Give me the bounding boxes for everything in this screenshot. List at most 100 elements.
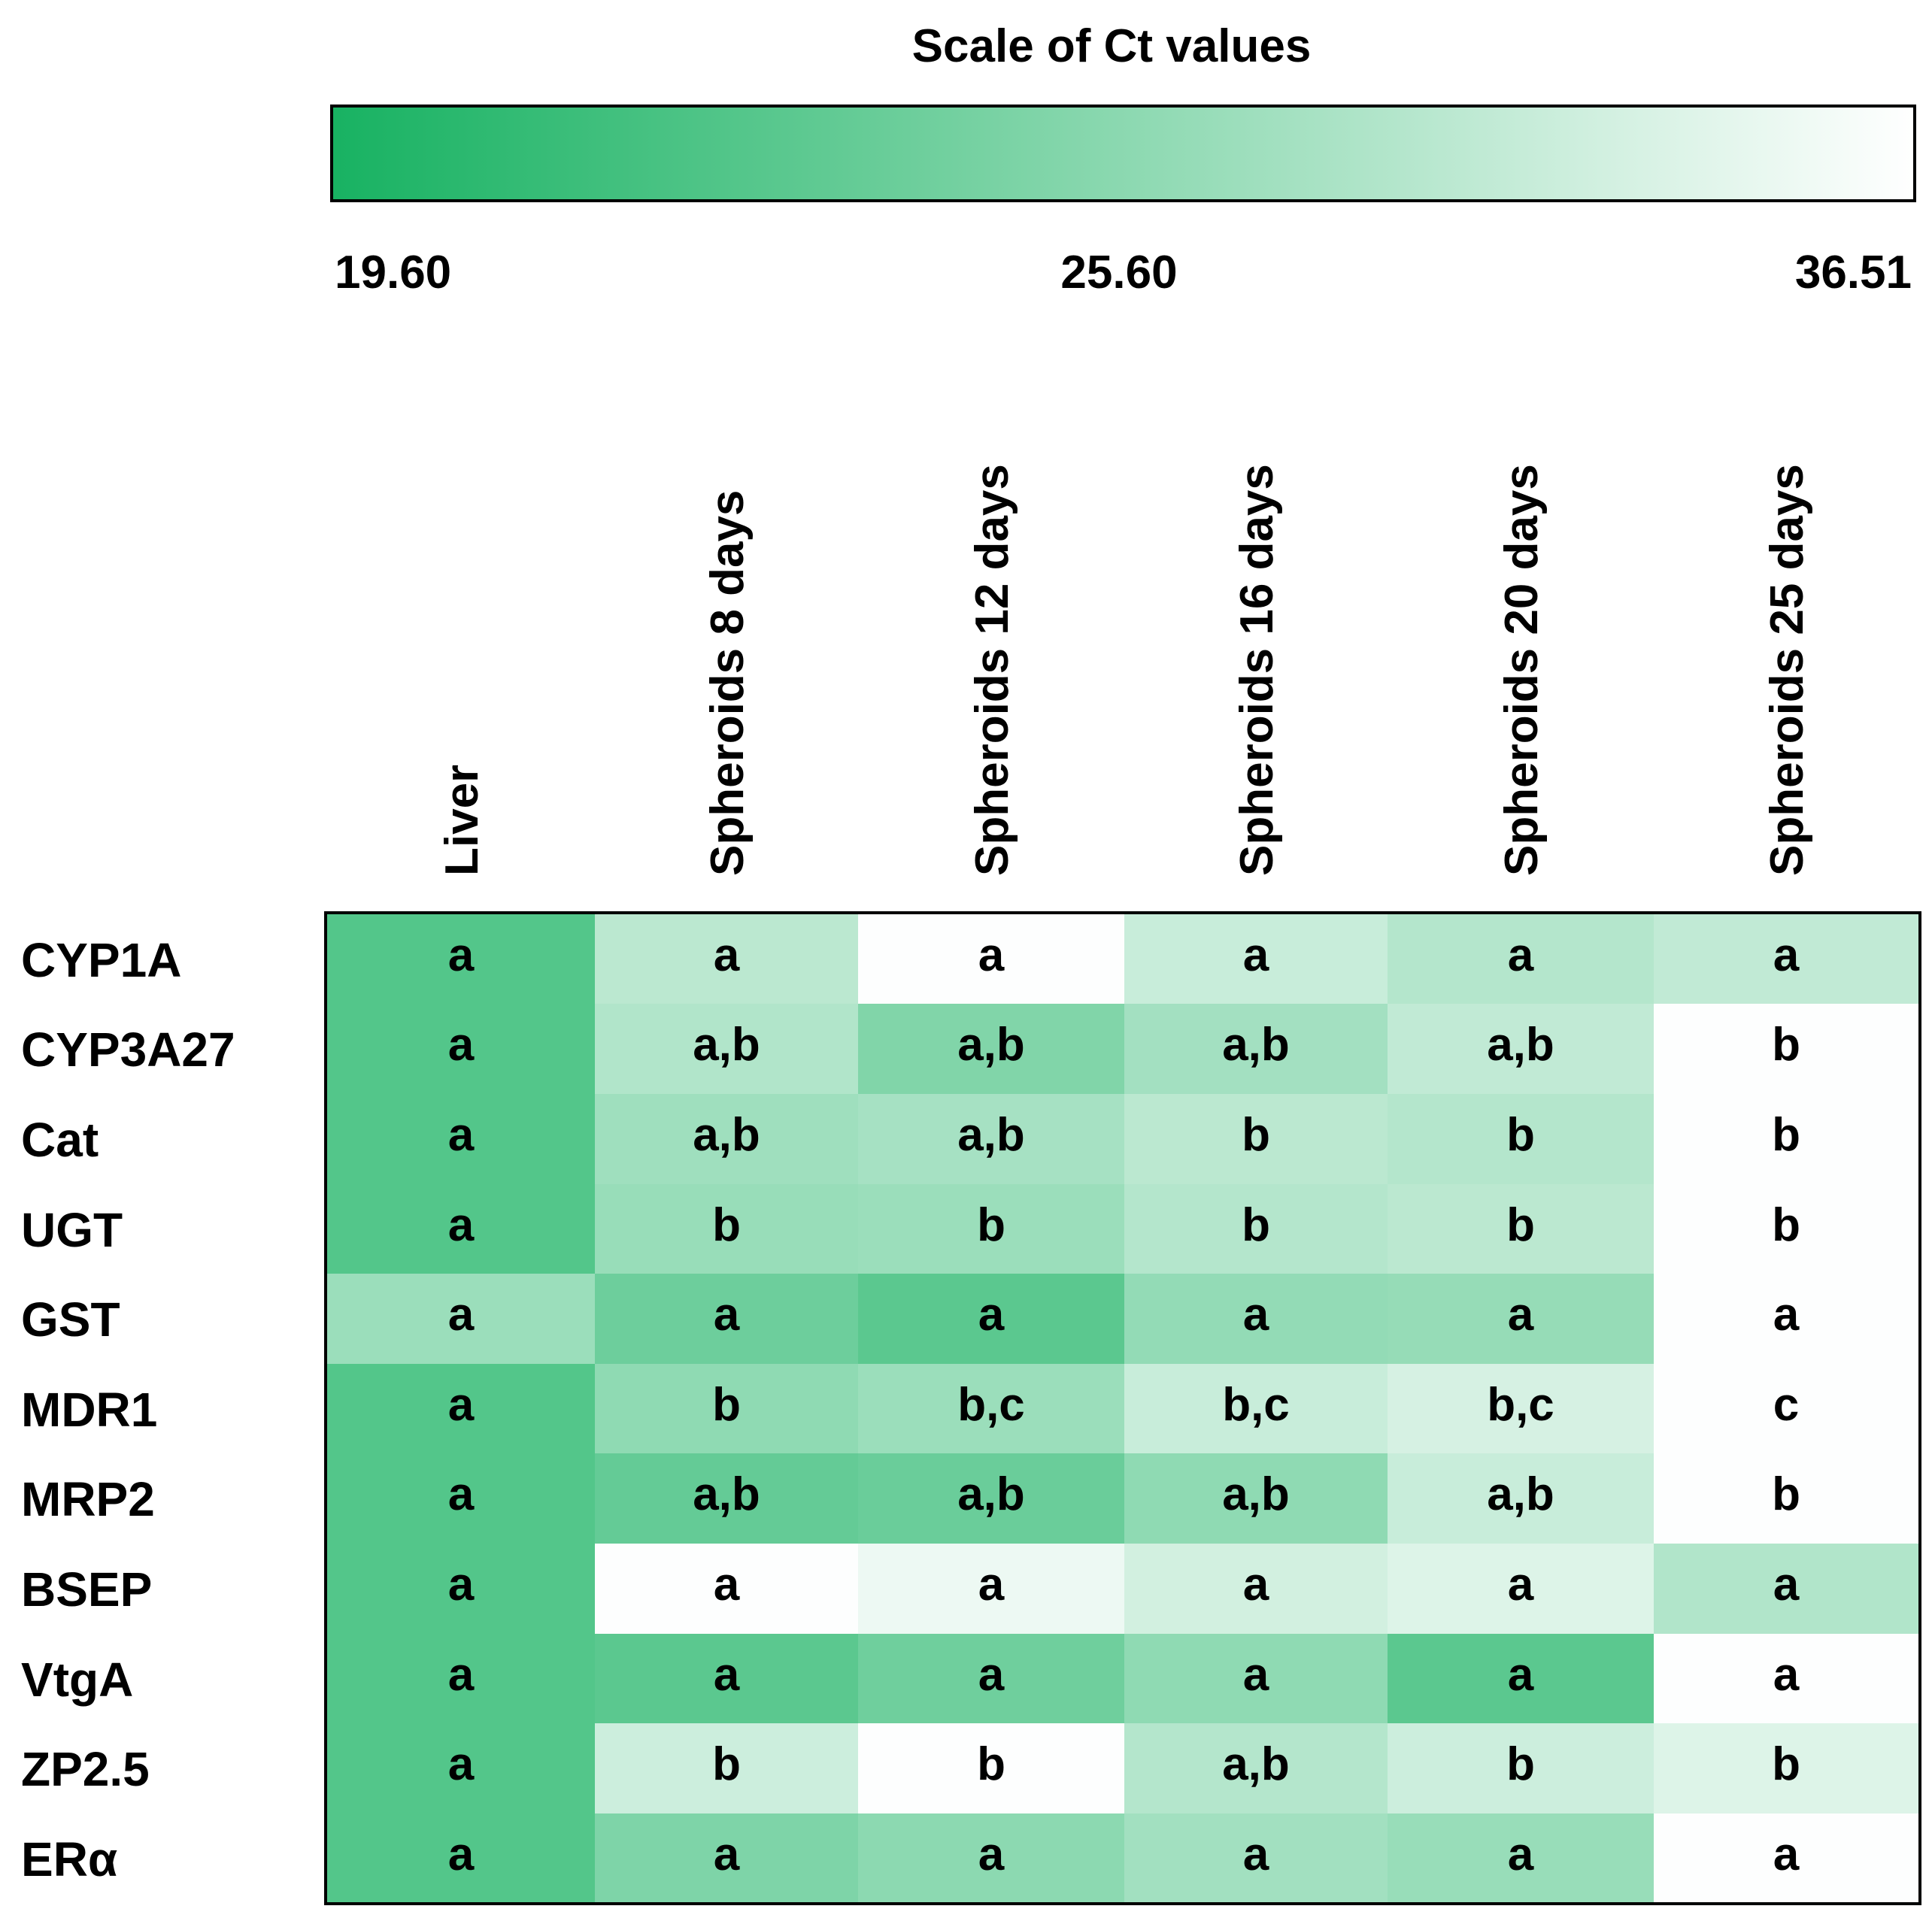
cell-letter: a,b [693, 1109, 760, 1161]
heatmap-cell [595, 1274, 858, 1364]
cell-letter: a [1243, 1289, 1269, 1341]
cell-letter: c [1773, 1379, 1799, 1431]
column-label: Liver [436, 765, 488, 876]
cell-letter: b,c [1222, 1379, 1290, 1431]
heatmap-cell [595, 1184, 858, 1274]
heatmap-cell [1654, 1813, 1918, 1902]
row-label: MRP2 [21, 1472, 155, 1526]
heatmap-cell [595, 1004, 858, 1094]
cell-letter: b [1772, 1019, 1800, 1071]
cell-letter: a,b [957, 1109, 1025, 1161]
row-label: UGT [21, 1203, 123, 1257]
cell-letter: a [1773, 1289, 1800, 1341]
cell-letter: a [1773, 929, 1800, 981]
cell-letter: a [448, 1379, 475, 1431]
heatmap-cell [1654, 1364, 1918, 1453]
cell-letter: b [1242, 1199, 1270, 1251]
cell-letter: a [1773, 1649, 1800, 1701]
heatmap-cell [858, 914, 1124, 1004]
cell-letter: a [714, 929, 740, 981]
cell-letter: b,c [957, 1379, 1025, 1431]
cell-letter: a [448, 1199, 475, 1251]
row-labels: CYP1A CYP3A27 Cat UGT GST MDR1 MRP2 BSEP VtgA ZP2… [21, 933, 235, 1886]
cell-letter: a [714, 1649, 740, 1701]
cell-letter: a [978, 1559, 1005, 1610]
heatmap-cell [327, 1813, 595, 1902]
cell-letter: b [712, 1738, 741, 1790]
heatmap-cell [1388, 1274, 1654, 1364]
cell-letter: b,c [1487, 1379, 1554, 1431]
heatmap-cell [858, 1453, 1124, 1544]
cell-letter: a [1508, 1829, 1534, 1880]
scale-title: Scale of Ct values [912, 20, 1312, 72]
column-label: Spheroids 20 days [1496, 464, 1548, 876]
cell-letter: b [1506, 1109, 1535, 1161]
cell-letter: a [1243, 1559, 1269, 1610]
heatmap-cell [1388, 914, 1654, 1004]
heatmap-cell [1654, 1723, 1918, 1813]
color-scale-bar [330, 105, 1916, 202]
heatmap-cell [327, 1184, 595, 1274]
cell-letter: a [448, 1738, 475, 1790]
heatmap-cell [1388, 1364, 1654, 1453]
cell-letter: a [448, 1649, 475, 1701]
heatmap-cell [1124, 1813, 1388, 1902]
cell-letter: b [1506, 1738, 1535, 1790]
heatmap-cell [1124, 1544, 1388, 1634]
cell-letter: a [448, 1019, 475, 1071]
cell-letter: a,b [1487, 1019, 1554, 1071]
cell-letter: a [1773, 1829, 1800, 1880]
row-label: Cat [21, 1113, 99, 1167]
column-label: Spheroids 16 days [1231, 464, 1283, 876]
heatmap-cell [1654, 1544, 1918, 1634]
cell-letter: a [978, 1289, 1005, 1341]
heatmap-cell [858, 1723, 1124, 1813]
heatmap-cell [327, 914, 595, 1004]
cell-letter: a [448, 1109, 475, 1161]
heatmap-cell [1654, 914, 1918, 1004]
heatmap-cell [1124, 1453, 1388, 1544]
cell-letter: b [1242, 1109, 1270, 1161]
cell-letter: a [978, 1649, 1005, 1701]
cell-letter: b [977, 1199, 1005, 1251]
heatmap-cell [1654, 1634, 1918, 1723]
heatmap-cell [595, 1723, 858, 1813]
heatmap-cell [595, 1364, 858, 1453]
cell-letter: a [1243, 929, 1269, 981]
row-label: ZP2.5 [21, 1742, 150, 1796]
heatmap-cell [327, 1094, 595, 1184]
heatmap-cell [327, 1274, 595, 1364]
heatmap-cell [327, 1723, 595, 1813]
heatmap-cell [1124, 1364, 1388, 1453]
heatmap-border [324, 911, 1921, 1905]
heatmap-cell [595, 1453, 858, 1544]
heatmap-cell [1124, 1634, 1388, 1723]
scale-max-label: 36.51 [1795, 247, 1912, 298]
row-label: BSEP [21, 1562, 152, 1617]
cell-letter: a [1508, 1289, 1534, 1341]
heatmap-cell [327, 1453, 595, 1544]
cell-letter: b [1772, 1738, 1800, 1790]
heatmap-cell [858, 1004, 1124, 1094]
heatmap-cell [1654, 1184, 1918, 1274]
heatmap-cell [595, 1544, 858, 1634]
column-labels: Liver Spheroids 8 days Spheroids 12 days Sp… [436, 464, 1813, 876]
cell-letter: a [448, 1289, 475, 1341]
heatmap-cell [1388, 1094, 1654, 1184]
cell-letter: a,b [1222, 1738, 1290, 1790]
heatmap-cell [1388, 1004, 1654, 1094]
cell-letter: a [1508, 929, 1534, 981]
heatmap-cell [1388, 1634, 1654, 1723]
heatmap-cell [327, 1634, 595, 1723]
cell-letter: a [448, 929, 475, 981]
heatmap-cell [1124, 1723, 1388, 1813]
column-label: Spheroids 8 days [702, 490, 754, 876]
heatmap-cell [1124, 1094, 1388, 1184]
cell-letter: a [1243, 1649, 1269, 1701]
cell-letter: a [714, 1559, 740, 1610]
cell-letter: a,b [1222, 1019, 1290, 1071]
cell-letter: a [1508, 1649, 1534, 1701]
cell-letter: b [712, 1199, 741, 1251]
heatmap-cell [858, 1634, 1124, 1723]
